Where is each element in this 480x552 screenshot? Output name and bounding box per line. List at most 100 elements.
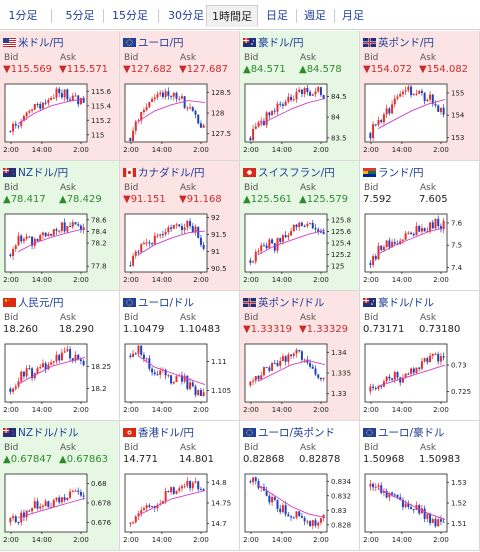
panel-header[interactable]: 米ドル/円 (3, 35, 64, 49)
candle-body (77, 354, 80, 360)
rate-panel-eur-gbp[interactable]: ユーロ/英ポンド Bid Ask 0.82868 0.82878 2:00 14:00 2:0… (240, 421, 360, 551)
x-tick-label: 2:00 (313, 146, 329, 154)
candle-body (401, 377, 404, 383)
panel-header[interactable]: ユーロ/ドル (123, 295, 194, 309)
currency-pair-name[interactable]: 人民元/円 (18, 297, 64, 309)
rate-panel-nzd-jpy[interactable]: NZドル/円 Bid Ask ▲78.417 ▲78.429 2:00 14:00 2:00 7… (0, 161, 120, 291)
panel-header[interactable]: ユーロ/円 (123, 35, 184, 49)
panel-header[interactable]: ランド/円 (363, 165, 424, 179)
candlestick-chart[interactable]: 2:00 14:00 2:00 125.8 125.6 125.4 125.2 125 (243, 210, 357, 286)
currency-pair-name[interactable]: 米ドル/円 (18, 37, 64, 49)
tab-15min[interactable]: 15分足 (112, 9, 148, 22)
candle-body (17, 125, 20, 127)
rate-panel-hkd-jpy[interactable]: 香港ドル/円 Bid Ask 14.771 14.801 2:00 14:00 2:00 14.… (120, 421, 240, 551)
tab-1hour[interactable]: 1時間足 (206, 5, 258, 27)
rate-panel-cad-jpy[interactable]: カナダドル/円 Bid Ask ▼91.151 ▼91.168 2:00 14:00 2:00… (120, 161, 240, 291)
candlestick-chart[interactable]: 2:00 14:00 2:00 155 154 153 (363, 80, 477, 156)
candlestick-chart[interactable]: 2:00 14:00 2:00 0.68 0.678 0.676 (3, 470, 117, 546)
y-tick-label: 18.25 (91, 363, 111, 371)
rate-panel-gbp-jpy[interactable]: 英ポンド/円 Bid Ask ▼154.072 ▼154.082 2:00 14:00 2:0… (360, 31, 480, 161)
candle-body (372, 386, 375, 389)
panel-header[interactable]: 英ポンド/ドル (243, 295, 325, 309)
candle-body (429, 222, 432, 231)
currency-pair-name[interactable]: 香港ドル/円 (138, 427, 195, 439)
panel-header[interactable]: スイスフラン/円 (243, 165, 335, 179)
rate-panel-eur-aud[interactable]: ユーロ/豪ドル Bid Ask 1.50968 1.50983 2:00 14:00 2:00… (360, 421, 480, 551)
panel-header[interactable]: ユーロ/豪ドル (363, 425, 445, 439)
bid-value: ▲84.571 (243, 64, 286, 75)
panel-header[interactable]: 豪ドル/円 (243, 35, 304, 49)
candlestick-chart[interactable]: 2:00 14:00 2:00 1.34 1.335 1.33 (243, 340, 357, 416)
candle-body (145, 107, 148, 110)
currency-pair-name[interactable]: ユーロ/豪ドル (378, 427, 445, 439)
candlestick-chart[interactable]: 2:00 14:00 2:00 84.5 84 83.5 (243, 80, 357, 156)
candle-body (199, 237, 202, 245)
rate-panel-chf-jpy[interactable]: スイスフラン/円 Bid Ask ▲125.561 ▲125.579 2:00 14:00 2… (240, 161, 360, 291)
candlestick-chart[interactable]: 2:00 14:00 2:00 78.6 78.4 78.2 77.8 (3, 210, 117, 286)
candlestick-chart[interactable]: 2:00 14:00 2:00 14.8 14.75 14.7 (123, 470, 237, 546)
tab-1min[interactable]: 1分足 (8, 9, 38, 22)
rate-panel-eur-jpy[interactable]: ユーロ/円 Bid Ask ▼127.682 ▼127.687 2:00 14:00 2:00… (120, 31, 240, 161)
currency-pair-name[interactable]: NZドル/ドル (18, 427, 79, 439)
y-tick-label: 125.8 (331, 216, 351, 224)
rate-panel-nzd-usd[interactable]: NZドル/ドル Bid Ask ▲0.67847 ▲0.67863 2:00 14:00 2:… (0, 421, 120, 551)
panel-header[interactable]: カナダドル/円 (123, 165, 205, 179)
candle-body (148, 242, 151, 244)
candle-body (41, 232, 44, 236)
ask-label: Ask (300, 313, 317, 323)
rate-panel-aud-jpy[interactable]: 豪ドル/円 Bid Ask ▲84.571 ▲84.578 2:00 14:00 2:00 84… (240, 31, 360, 161)
tab-day[interactable]: 日足 (266, 9, 288, 22)
candle-body (388, 492, 391, 498)
candle-body (276, 499, 279, 509)
panel-header[interactable]: 英ポンド/円 (363, 35, 434, 49)
candle-body (63, 89, 66, 98)
currency-pair-name[interactable]: 豪ドル/ドル (378, 297, 435, 309)
candle-body (254, 477, 257, 481)
candle-body (82, 495, 85, 497)
panel-header[interactable]: 豪ドル/ドル (363, 295, 434, 309)
candlestick-chart[interactable]: 2:00 14:00 2:00 0.73 0.725 (363, 340, 477, 416)
panel-header[interactable]: NZドル/ドル (3, 425, 79, 439)
rate-panel-zar-jpy[interactable]: ランド/円 Bid Ask 7.592 7.605 2:00 14:00 2:00 7.6 7.5… (360, 161, 480, 291)
candlestick-chart[interactable]: 2:00 14:00 2:00 128.5 128 127.5 (123, 80, 237, 156)
candle-body (55, 229, 58, 231)
panel-header[interactable]: 香港ドル/円 (123, 425, 194, 439)
moving-average-line (137, 355, 206, 386)
candlestick-chart[interactable]: 2:00 14:00 2:00 18.25 18.2 (3, 340, 117, 416)
rate-panel-gbp-usd[interactable]: 英ポンド/ドル Bid Ask ▼1.33319 ▼1.33329 2:00 14:00 2:… (240, 291, 360, 421)
rate-panel-cny-jpy[interactable]: 人民元/円 Bid Ask 18.260 18.290 2:00 14:00 2:00 18.2… (0, 291, 120, 421)
currency-pair-name[interactable]: 英ポンド/ドル (258, 297, 325, 309)
currency-pair-name[interactable]: ユーロ/円 (138, 37, 184, 49)
currency-pair-name[interactable]: 豪ドル/円 (258, 37, 304, 49)
candlestick-chart[interactable]: 2:00 14:00 2:00 92 91.5 91 90.5 (123, 210, 237, 286)
rate-panel-usd-jpy[interactable]: 米ドル/円 Bid Ask ▼115.569 ▼115.571 2:00 14:00 2:00… (0, 31, 120, 161)
candlestick-chart[interactable]: 2:00 14:00 2:00 115.6 115.4 115.2 115 (3, 80, 117, 156)
tab-30min[interactable]: 30分足 (168, 9, 204, 22)
tab-month[interactable]: 月足 (342, 9, 364, 22)
currency-pair-name[interactable]: スイスフラン/円 (258, 167, 335, 179)
currency-pair-name[interactable]: ユーロ/ドル (138, 297, 195, 309)
ask-value: ▲78.429 (59, 194, 102, 205)
panel-header[interactable]: 人民元/円 (3, 295, 64, 309)
candle-body (9, 388, 12, 392)
currency-pair-name[interactable]: ユーロ/英ポンド (258, 427, 336, 439)
currency-pair-name[interactable]: 英ポンド/円 (378, 37, 435, 49)
candle-body (399, 497, 402, 500)
currency-pair-name[interactable]: NZドル/円 (18, 167, 69, 179)
candlestick-chart[interactable]: 2:00 14:00 2:00 7.6 7.5 7.4 (363, 210, 477, 286)
candlestick-chart[interactable]: 2:00 14:00 2:00 1.53 1.52 1.51 (363, 470, 477, 546)
tab-5min[interactable]: 5分足 (65, 9, 95, 22)
currency-pair-name[interactable]: カナダドル/円 (138, 167, 205, 179)
candle-body (423, 92, 426, 102)
ask-value: 0.82878 (299, 454, 341, 465)
moving-average-line (257, 484, 326, 518)
tab-week[interactable]: 週足 (304, 9, 326, 22)
candlestick-chart[interactable]: 2:00 14:00 2:00 1.11 1.105 (123, 340, 237, 416)
candlestick-chart[interactable]: 2:00 14:00 2:00 0.834 0.832 0.83 0.828 (243, 470, 357, 546)
panel-header[interactable]: ユーロ/英ポンド (243, 425, 335, 439)
rate-panel-eur-usd[interactable]: ユーロ/ドル Bid Ask 1.10479 1.10483 2:00 14:00 2:00 1… (120, 291, 240, 421)
bid-value: 14.771 (123, 454, 158, 465)
panel-header[interactable]: NZドル/円 (3, 165, 68, 179)
currency-pair-name[interactable]: ランド/円 (378, 167, 424, 179)
rate-panel-aud-usd[interactable]: 豪ドル/ドル Bid Ask 0.73171 0.73180 2:00 14:00 2:00 0… (360, 291, 480, 421)
